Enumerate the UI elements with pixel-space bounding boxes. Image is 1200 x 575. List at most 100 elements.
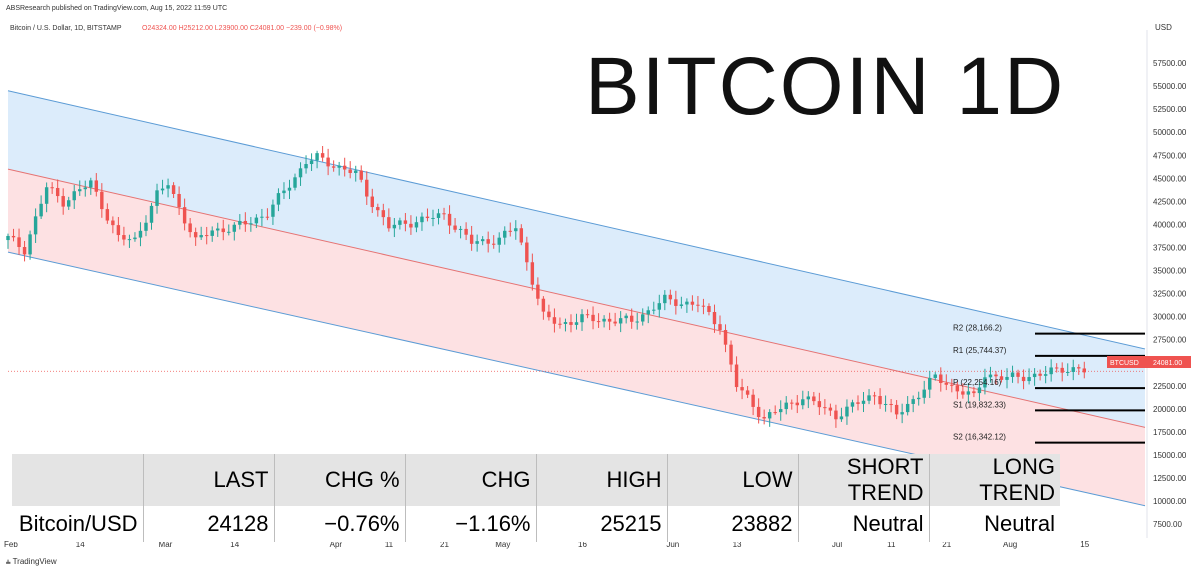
candle-body [387,217,391,229]
candle-body [525,242,529,263]
candle-body [850,402,855,407]
candle-body [1071,367,1075,372]
y-tick-label: 12500.00 [1153,474,1187,483]
candle-body [337,165,341,168]
candle-body [431,217,435,219]
x-tick-label: Mar [159,540,173,549]
candle-body [116,225,121,236]
candle-body [911,399,915,404]
y-tick-label: 27500.00 [1153,336,1187,345]
candle-body [469,234,474,244]
x-tick-label: May [495,540,510,549]
candle-body [1043,374,1048,376]
y-tick-label: 10000.00 [1153,497,1187,506]
candle-body [127,239,132,241]
candle-body [204,235,209,237]
candle-body [624,315,628,319]
table-header-row: LAST CHG % CHG HIGH LOW SHORT TREND LONG… [12,454,1060,506]
candle-body [889,403,893,405]
candle-body [50,187,54,189]
candle-body [442,213,446,215]
candle-body [845,406,849,417]
channel-middle-line [7,168,1146,428]
pivot-level-label: P (22,254.16) [953,378,1002,387]
candle-body [287,187,292,191]
candle-body [254,217,259,224]
candle-body [767,412,772,419]
candle-body [663,294,667,304]
x-tick-label: 15 [1080,540,1089,549]
y-axis: 7500.00 10000.00 12500.00 15000.00 17500.00 2… [1153,59,1187,529]
candle-body [939,374,943,384]
y-tick-label: 15000.00 [1153,451,1187,460]
x-tick-label: 16 [578,540,587,549]
candle-body [530,262,535,285]
x-tick-label: Aug [1003,540,1017,549]
candle-body [1016,372,1020,377]
table-cell: −0.76% [274,506,406,542]
candle-body [309,160,314,165]
candle-body [1032,373,1037,378]
candle-body [784,402,788,410]
candle-body [1021,376,1026,382]
tradingview-logo[interactable]: ⫨ TradingView [6,557,57,567]
candle-body [613,321,617,324]
candle-body [216,228,220,231]
candle-body [690,301,695,305]
candle-body [453,225,457,230]
candle-body [188,223,192,233]
candle-body [381,210,386,218]
y-tick-label: 40000.00 [1153,220,1187,229]
x-tick-label: Apr [330,540,343,549]
candle-body [221,228,225,233]
candle-body [365,179,369,197]
candle-body [359,170,363,180]
table-header-cell: HIGH [536,454,668,506]
x-tick-label: 14 [76,540,85,549]
y-tick-label: 52500.00 [1153,105,1187,114]
pivot-level-label: S2 (16,342.12) [953,433,1006,442]
candle-body [265,216,270,218]
x-axis: Feb 14 Mar 14 Apr 11 21 May 16 Jun 13 Jul 11 21 Aug 15 [4,540,1090,549]
candle-body [11,235,16,238]
candle-body [823,407,827,409]
candle-body [105,209,110,221]
candle-body [966,391,971,395]
table-cell: Bitcoin/USD [12,506,144,542]
x-tick-label: 14 [230,540,239,549]
market-stats-table: LAST CHG % CHG HIGH LOW SHORT TREND LONG… [12,454,1060,542]
candle-body [635,321,639,323]
candle-body [569,322,573,325]
candle-body [602,318,606,322]
candle-body [751,394,755,407]
y-axis-unit: USD [1155,23,1172,32]
y-tick-label: 37500.00 [1153,244,1187,253]
candle-body [679,304,684,306]
candle-body [536,284,540,299]
x-tick-label: 13 [733,540,742,549]
candle-body [861,400,866,404]
candle-body [122,235,126,240]
candle-body [994,374,998,377]
candle-body [674,299,678,306]
candle-body [795,402,799,406]
candle-body [155,190,159,206]
candle-body [72,191,76,201]
candle-body [701,305,706,307]
y-tick-label: 17500.00 [1153,428,1187,437]
candle-body [718,324,722,331]
candle-body [282,190,286,194]
candlestick-series [6,145,1086,428]
y-tick-label: 50000.00 [1153,128,1187,137]
candle-body [409,223,413,228]
candle-body [210,230,214,236]
y-tick-label: 20000.00 [1153,405,1187,414]
candle-body [304,164,308,169]
candle-body [933,374,937,378]
table-header-cell: CHG % [274,454,406,506]
candle-body [260,216,264,218]
price-tag-ticker: BTCUSD [1110,360,1139,367]
candle-body [734,364,739,388]
candle-body [61,196,65,207]
